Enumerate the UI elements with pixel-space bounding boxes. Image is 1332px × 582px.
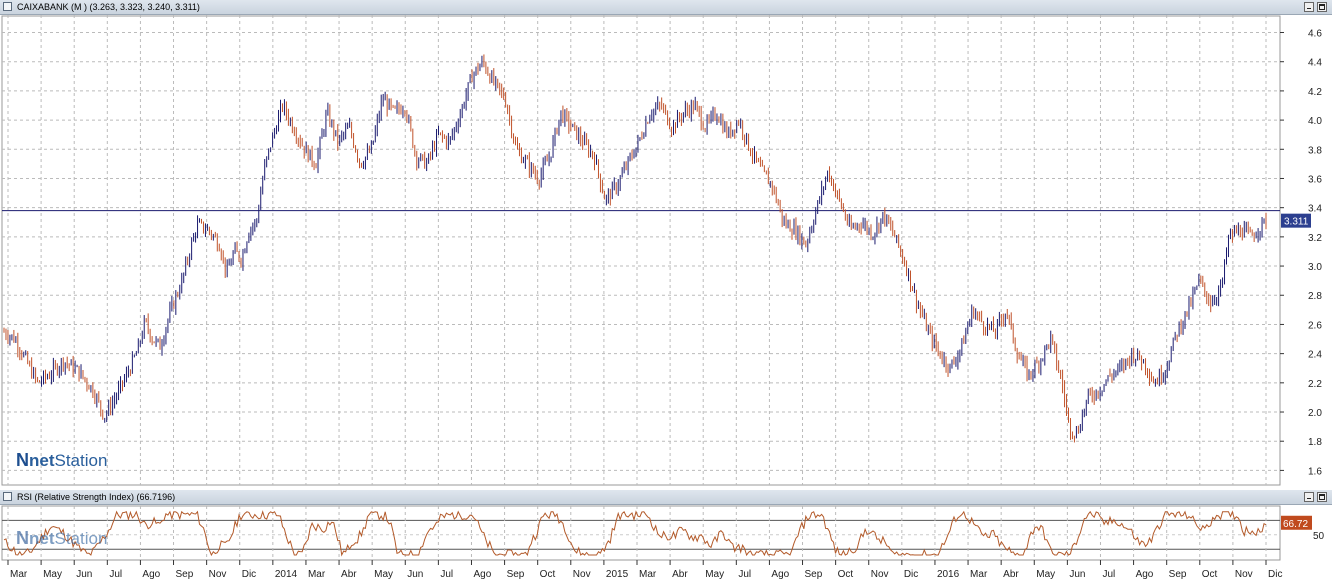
x-tick-label: Oct bbox=[1202, 569, 1218, 580]
x-tick-label: Nov bbox=[871, 569, 889, 580]
price-chart: 1.6 1.8 2.0 2.2 2.4 2.6 2.8 3.0 3.2 3.4 3.6 3.8 4.0 4… bbox=[1, 15, 1322, 486]
x-tick-label: May bbox=[705, 569, 724, 580]
x-tick-label: Jun bbox=[407, 569, 423, 580]
netstation-logo: N netStation bbox=[16, 450, 107, 471]
minimize-button[interactable] bbox=[1304, 2, 1314, 12]
x-tick-label: Ago bbox=[771, 569, 789, 580]
y-tick-label: 3.6 bbox=[1308, 174, 1322, 185]
y-tick-label: 4.2 bbox=[1308, 87, 1322, 98]
netstation-logo-rsi: N netStation bbox=[16, 528, 107, 549]
x-tick-label: May bbox=[43, 569, 62, 580]
y-tick-label: 1.8 bbox=[1308, 437, 1322, 448]
rsi-tick-label: 50 bbox=[1313, 531, 1325, 542]
x-tick-label: 2014 bbox=[275, 569, 298, 580]
rsi-maximize-button[interactable] bbox=[1317, 492, 1327, 502]
y-tick-label: 2.0 bbox=[1308, 408, 1322, 419]
x-tick-label: Jul bbox=[1102, 569, 1115, 580]
logo-station: Station bbox=[54, 450, 108, 470]
rsi-line bbox=[3, 510, 1267, 557]
rsi-last-tag bbox=[1281, 515, 1312, 530]
logo-wordmark-rsi: netStation bbox=[29, 529, 107, 549]
x-tick-label: Mar bbox=[10, 569, 28, 580]
rsi-minimize-button[interactable] bbox=[1304, 492, 1314, 502]
x-tick-label: Dic bbox=[1268, 569, 1282, 580]
x-tick-label: 2015 bbox=[606, 569, 629, 580]
x-tick-label: Sep bbox=[176, 569, 194, 580]
y-tick-label: 2.2 bbox=[1308, 379, 1322, 390]
logo-net-rsi: net bbox=[29, 528, 55, 548]
x-tick-label: Dic bbox=[904, 569, 918, 580]
y-tick-label: 1.6 bbox=[1308, 466, 1322, 477]
x-tick-label: Mar bbox=[639, 569, 657, 580]
last-price-label: 3.311 bbox=[1284, 217, 1309, 228]
y-tick-label: 2.8 bbox=[1308, 291, 1322, 302]
x-tick-label: Nov bbox=[1235, 569, 1253, 580]
x-tick-label: Abr bbox=[341, 569, 357, 580]
x-tick-label: Sep bbox=[805, 569, 823, 580]
x-tick-label: Sep bbox=[1169, 569, 1187, 580]
panel-menu-icon[interactable] bbox=[3, 2, 12, 11]
x-tick-label: Mar bbox=[308, 569, 326, 580]
y-tick-label: 3.8 bbox=[1308, 145, 1322, 156]
x-tick-label: May bbox=[1036, 569, 1055, 580]
logo-mark: N bbox=[16, 450, 29, 470]
rsi-panel-menu-icon[interactable] bbox=[3, 492, 12, 501]
rsi-panel-title: RSI (Relative Strength Index) (66.7196) bbox=[17, 492, 176, 502]
x-tick-label: Ago bbox=[1136, 569, 1154, 580]
x-tick-label: Ago bbox=[473, 569, 491, 580]
x-tick-label: 2016 bbox=[937, 569, 960, 580]
x-tick-label: Jun bbox=[1069, 569, 1085, 580]
x-tick-label: Oct bbox=[838, 569, 854, 580]
y-tick-label: 3.0 bbox=[1308, 262, 1322, 273]
logo-mark-rsi: N bbox=[16, 528, 29, 548]
main-panel-titlebar: CAIXABANK (M ) (3.263, 3.323, 3.240, 3.3… bbox=[0, 0, 1332, 15]
y-tick-label: 3.2 bbox=[1308, 233, 1322, 244]
last-price-tag bbox=[1281, 213, 1311, 228]
y-tick-label: 4.6 bbox=[1308, 29, 1322, 40]
y-tick-label: 4.4 bbox=[1308, 58, 1322, 69]
y-tick-label: 4.0 bbox=[1308, 116, 1322, 127]
rsi-chart: 50 66.72 Mar May Jun Jul Ago Sep Nov Dic 2014 Mar Ab… bbox=[1, 505, 1325, 580]
y-tick-label: 2.4 bbox=[1308, 350, 1322, 361]
logo-net: net bbox=[29, 450, 55, 470]
x-tick-label: Nov bbox=[573, 569, 591, 580]
x-tick-label: Ago bbox=[142, 569, 160, 580]
x-tick-label: Jun bbox=[76, 569, 92, 580]
logo-station-rsi: Station bbox=[54, 528, 108, 548]
rsi-last-label: 66.72 bbox=[1283, 519, 1308, 530]
rsi-panel-titlebar: RSI (Relative Strength Index) (66.7196) bbox=[0, 490, 1332, 505]
x-tick-label: Nov bbox=[209, 569, 227, 580]
plot-frame bbox=[1, 15, 1281, 486]
y-tick-label: 3.4 bbox=[1308, 204, 1322, 215]
maximize-button[interactable] bbox=[1317, 2, 1327, 12]
x-tick-label: Oct bbox=[540, 569, 556, 580]
x-tick-label: Jul bbox=[738, 569, 751, 580]
x-tick-label: Abr bbox=[672, 569, 688, 580]
main-panel-title: CAIXABANK (M ) (3.263, 3.323, 3.240, 3.3… bbox=[17, 2, 200, 12]
x-tick-label: May bbox=[374, 569, 393, 580]
x-tick-label: Jul bbox=[109, 569, 122, 580]
y-tick-label: 2.6 bbox=[1308, 320, 1322, 331]
x-tick-label: Abr bbox=[1003, 569, 1019, 580]
ohlc-bars bbox=[3, 54, 1267, 443]
logo-wordmark: netStation bbox=[29, 451, 107, 471]
x-tick-label: Jul bbox=[440, 569, 453, 580]
x-tick-label: Mar bbox=[970, 569, 988, 580]
x-tick-label: Dic bbox=[242, 569, 256, 580]
x-tick-label: Sep bbox=[507, 569, 525, 580]
